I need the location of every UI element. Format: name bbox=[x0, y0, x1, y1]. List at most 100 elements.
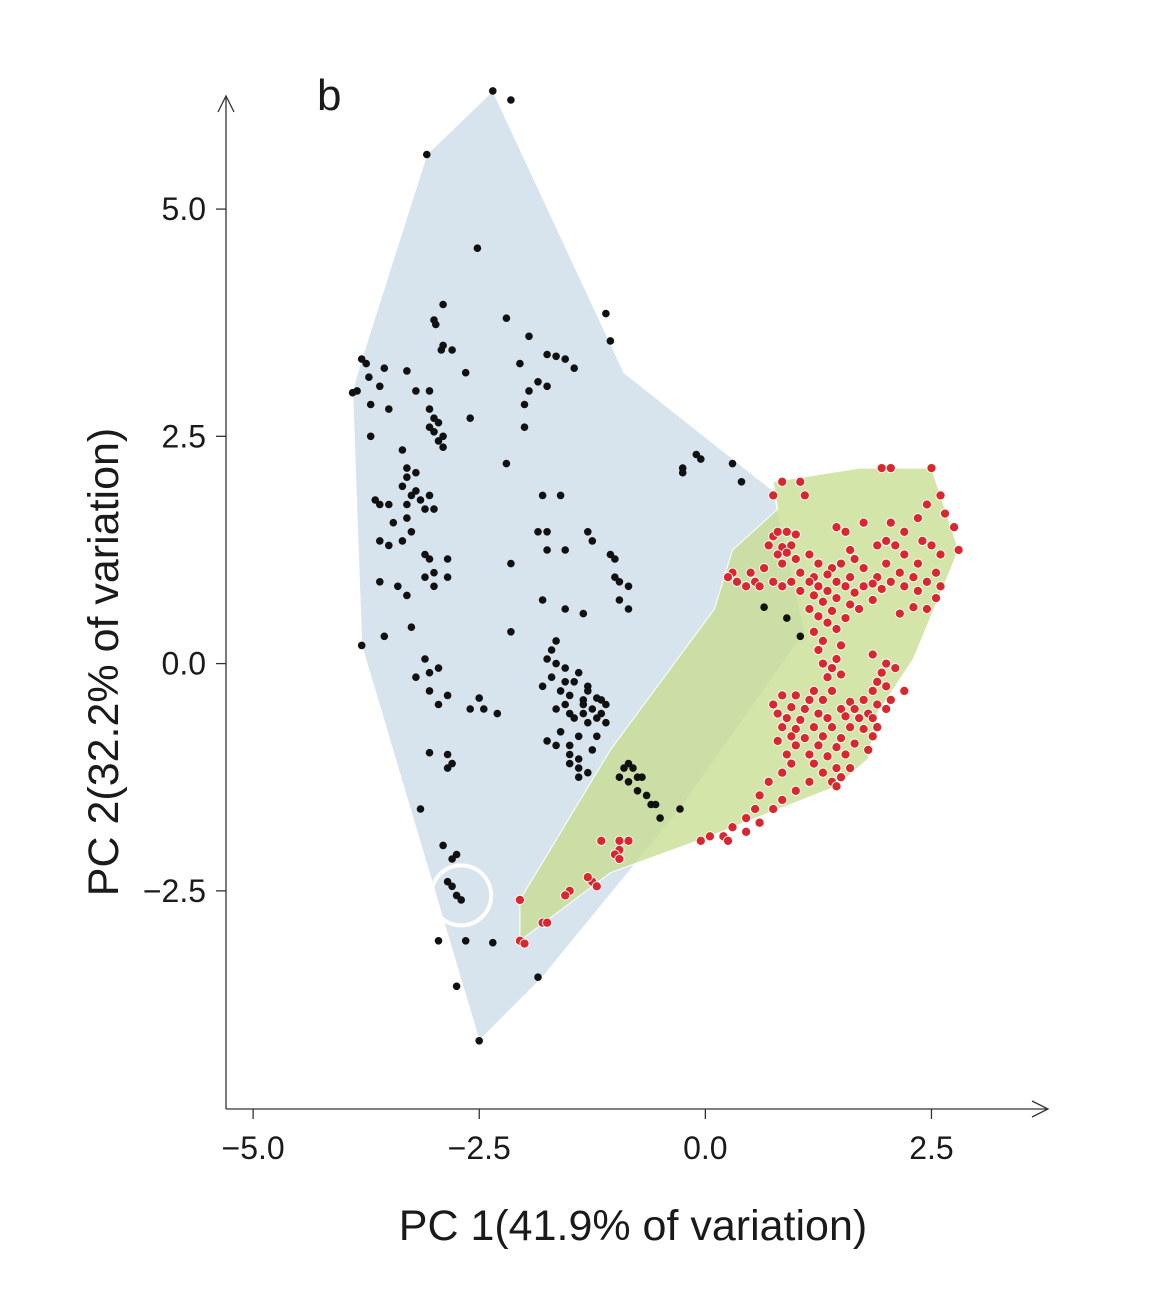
x-axis-title: PC 1(41.9% of variation) bbox=[399, 1202, 867, 1250]
point-group-red bbox=[867, 731, 878, 742]
point-group-red bbox=[845, 599, 856, 610]
point-group-black bbox=[362, 359, 371, 368]
point-group-red bbox=[817, 658, 828, 669]
point-group-red bbox=[831, 742, 842, 753]
point-group-black bbox=[407, 528, 416, 536]
point-group-red bbox=[849, 703, 860, 715]
point-group-black bbox=[434, 700, 443, 709]
point-group-black bbox=[584, 768, 592, 777]
point-group-red bbox=[899, 526, 910, 537]
point-group-red bbox=[858, 723, 869, 735]
point-group-black bbox=[538, 491, 547, 500]
point-group-red bbox=[835, 772, 847, 783]
point-group-black bbox=[579, 609, 588, 618]
point-group-black bbox=[437, 346, 446, 354]
point-group-black bbox=[556, 687, 565, 695]
point-group-black bbox=[489, 87, 497, 95]
point-group-black bbox=[534, 973, 542, 981]
point-group-black bbox=[615, 773, 624, 781]
point-group-black bbox=[547, 673, 556, 681]
point-group-black bbox=[615, 596, 624, 604]
point-group-black bbox=[466, 414, 475, 423]
point-group-black bbox=[376, 537, 384, 545]
point-group-red bbox=[790, 740, 801, 751]
point-group-black bbox=[425, 491, 434, 500]
point-group-red bbox=[763, 540, 774, 551]
point-group-black bbox=[348, 388, 357, 397]
point-group-red bbox=[894, 567, 905, 578]
point-group-black bbox=[556, 491, 565, 500]
point-group-black bbox=[398, 537, 407, 545]
point-group-red bbox=[813, 611, 824, 622]
point-group-red bbox=[813, 558, 824, 569]
point-group-red bbox=[727, 822, 738, 833]
y-tick-label: 0.0 bbox=[162, 646, 206, 682]
point-group-black bbox=[520, 400, 529, 409]
point-group-black bbox=[425, 387, 434, 395]
point-group-red bbox=[745, 567, 756, 578]
point-group-black bbox=[543, 350, 551, 359]
point-group-red bbox=[854, 603, 865, 615]
highlight-circle bbox=[429, 863, 494, 928]
point-group-black bbox=[475, 694, 484, 702]
point-group-red bbox=[804, 603, 815, 615]
point-group-black bbox=[561, 664, 569, 672]
point-group-red bbox=[876, 463, 887, 474]
point-group-black bbox=[543, 528, 551, 536]
point-group-red bbox=[786, 731, 797, 742]
point-group-black bbox=[602, 309, 610, 318]
point-group-red bbox=[768, 803, 779, 815]
point-group-red bbox=[826, 605, 838, 616]
point-group-black bbox=[516, 359, 524, 368]
point-group-black bbox=[439, 841, 447, 850]
point-group-red bbox=[790, 785, 801, 796]
point-group-black bbox=[398, 482, 407, 491]
point-group-red bbox=[912, 585, 923, 596]
point-group-black bbox=[385, 405, 393, 413]
point-group-red bbox=[822, 569, 833, 580]
point-group-red bbox=[808, 626, 819, 637]
point-group-black bbox=[538, 596, 547, 604]
point-group-black bbox=[502, 459, 511, 468]
point-group-black bbox=[543, 737, 551, 745]
point-group-black bbox=[588, 537, 597, 545]
point-group-red bbox=[777, 690, 788, 701]
point-group-black bbox=[434, 664, 443, 672]
point-group-red bbox=[831, 781, 842, 792]
point-group-black bbox=[574, 668, 583, 677]
point-group-black bbox=[425, 748, 434, 757]
point-group-red bbox=[826, 685, 838, 696]
point-group-black bbox=[565, 691, 574, 700]
point-group-red bbox=[831, 593, 842, 604]
point-group-black bbox=[593, 714, 601, 722]
point-group-red bbox=[786, 758, 797, 769]
point-group-red bbox=[786, 540, 797, 551]
y-tick-label: 5.0 bbox=[162, 191, 206, 227]
point-group-red bbox=[835, 640, 847, 651]
point-group-black bbox=[624, 778, 633, 786]
point-group-red bbox=[817, 635, 828, 646]
point-group-black bbox=[629, 764, 637, 772]
point-group-black bbox=[638, 773, 646, 781]
point-group-red bbox=[750, 803, 761, 815]
ticks: −5.0 −2.5 0.0 2.5 −2.5 0.0 2.5 5.0 bbox=[143, 191, 954, 1166]
point-group-red bbox=[867, 713, 878, 724]
point-group-red bbox=[799, 490, 810, 501]
data-points bbox=[348, 87, 964, 1045]
point-group-red bbox=[831, 576, 842, 587]
point-group-red bbox=[808, 758, 819, 769]
point-group-black bbox=[561, 678, 569, 686]
point-group-red bbox=[582, 872, 593, 883]
point-group-black bbox=[556, 728, 565, 736]
point-group-red bbox=[804, 749, 815, 760]
point-group-black bbox=[366, 400, 375, 409]
point-group-red bbox=[822, 672, 833, 683]
point-group-red bbox=[926, 540, 937, 551]
point-group-red bbox=[804, 549, 815, 560]
point-group-black bbox=[385, 500, 393, 509]
point-group-black bbox=[579, 709, 588, 718]
point-group-black bbox=[584, 687, 592, 695]
point-group-red bbox=[781, 526, 792, 537]
point-group-red bbox=[867, 685, 878, 696]
point-group-red bbox=[790, 690, 801, 701]
